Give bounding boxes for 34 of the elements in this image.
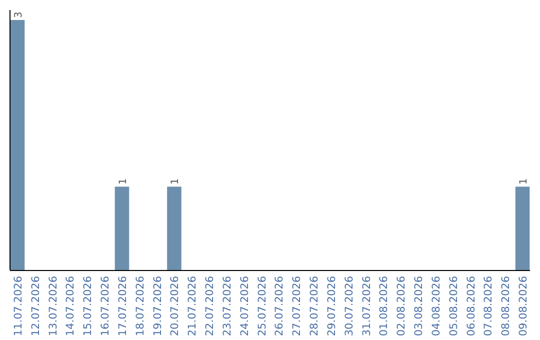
x-tick-label: 30.07.2026 bbox=[343, 276, 356, 336]
x-tick-label: 16.07.2026 bbox=[100, 276, 112, 336]
x-tick-label: 19.07.2026 bbox=[152, 276, 164, 336]
x-tick-label: 03.08.2026 bbox=[413, 276, 426, 336]
data-label: 1 bbox=[518, 178, 530, 185]
x-tick-label: 31.07.2026 bbox=[360, 276, 373, 336]
x-tick-label: 14.07.2026 bbox=[64, 276, 77, 336]
data-label: 3 bbox=[13, 12, 24, 18]
x-tick-label: 08.08.2026 bbox=[500, 276, 512, 336]
x-tick-label: 04.08.2026 bbox=[430, 276, 442, 336]
x-tick-label: 05.08.2026 bbox=[448, 276, 460, 336]
x-tick-label: 26.07.2026 bbox=[274, 276, 286, 336]
x-tick-label: 29.07.2026 bbox=[326, 276, 338, 336]
x-tick-label: 27.07.2026 bbox=[291, 276, 304, 336]
x-tick-label: 25.07.2026 bbox=[256, 276, 268, 336]
data-label: 1 bbox=[170, 178, 182, 185]
x-tick-label: 21.07.2026 bbox=[186, 276, 199, 336]
x-tick-label: 18.07.2026 bbox=[134, 276, 146, 336]
x-tick-label: 20.07.2026 bbox=[169, 276, 182, 336]
x-tick-label: 07.08.2026 bbox=[482, 276, 495, 336]
x-tick-label: 24.07.2026 bbox=[238, 276, 251, 336]
x-tick-label: 17.07.2026 bbox=[116, 276, 129, 336]
x-tick-label: 06.08.2026 bbox=[465, 276, 478, 336]
data-label: 1 bbox=[118, 178, 129, 185]
x-tick-label: 22.07.2026 bbox=[204, 276, 216, 336]
x-tick-label: 09.08.2026 bbox=[518, 276, 530, 336]
x-tick-label: 12.07.2026 bbox=[30, 276, 42, 336]
x-tick-label: 01.08.2026 bbox=[378, 276, 390, 336]
x-tick-label: 02.08.2026 bbox=[396, 276, 408, 336]
x-tick-label: 28.07.2026 bbox=[308, 276, 321, 336]
x-tick-label: 13.07.2026 bbox=[47, 276, 60, 336]
x-tick-label: 23.07.2026 bbox=[221, 276, 234, 336]
x-tick-label: 11.07.2026 bbox=[12, 276, 24, 336]
x-tick-label: 15.07.2026 bbox=[82, 276, 94, 336]
